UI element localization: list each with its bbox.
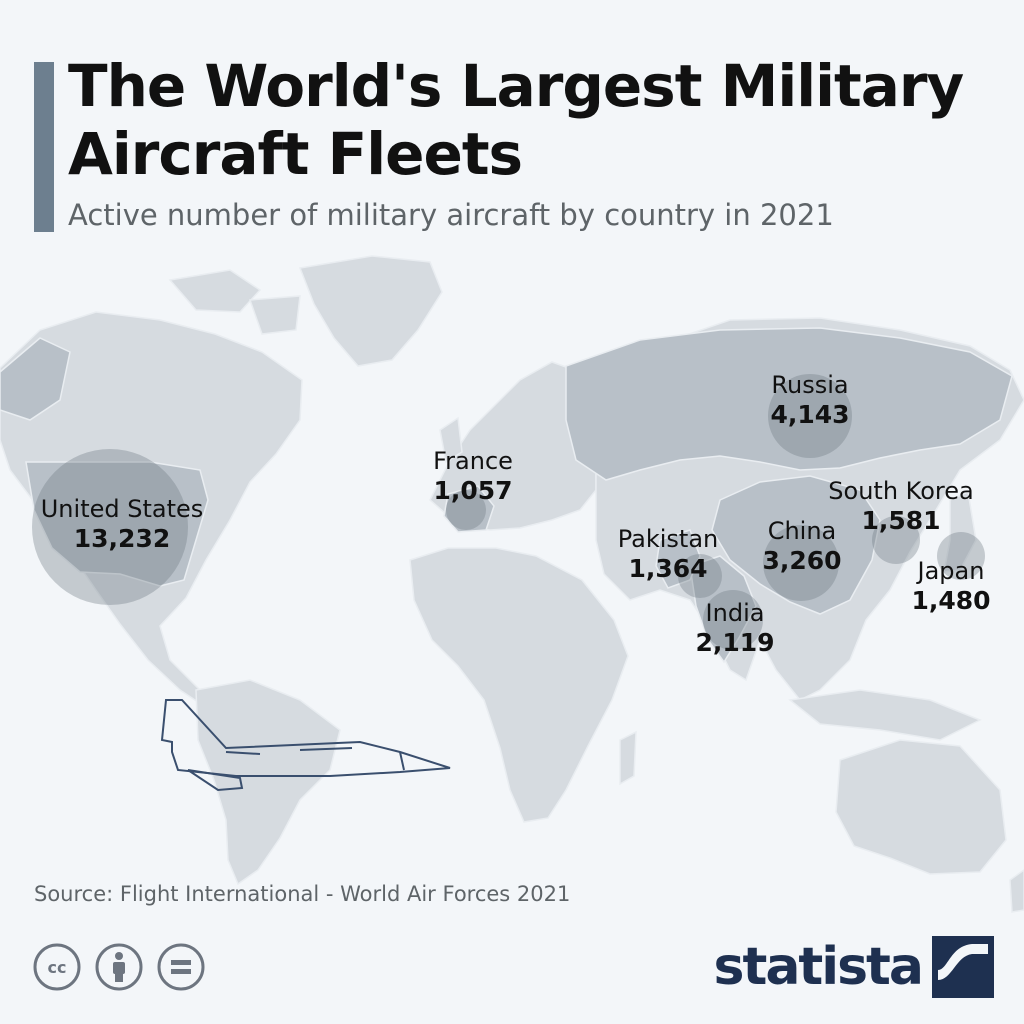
attribution-icon[interactable] bbox=[94, 942, 144, 992]
bubble-united-states bbox=[32, 449, 188, 605]
brand-name: statista bbox=[713, 937, 924, 997]
statista-brand[interactable]: statista bbox=[714, 936, 994, 998]
no-derivatives-icon[interactable] bbox=[156, 942, 206, 992]
label-united-states: United States 13,232 bbox=[40, 495, 204, 553]
bubble-japan bbox=[937, 532, 985, 580]
label-france: France 1,057 bbox=[433, 447, 513, 505]
alaska-shape bbox=[0, 337, 71, 421]
usa-shape bbox=[25, 461, 209, 587]
fighter-jet-icon bbox=[160, 699, 451, 792]
bubble-india bbox=[703, 590, 763, 650]
china-shape bbox=[711, 475, 881, 615]
license-icons: cc bbox=[32, 942, 206, 992]
india-shape bbox=[689, 555, 757, 664]
greenland bbox=[298, 255, 443, 367]
title-accent-bar bbox=[34, 62, 54, 232]
label-india: India 2,119 bbox=[695, 599, 775, 657]
cc-icon[interactable]: cc bbox=[32, 942, 82, 992]
label-south-korea: South Korea 1,581 bbox=[828, 477, 974, 535]
page-title: The World's Largest Military Aircraft Fl… bbox=[68, 52, 964, 188]
bubble-china bbox=[763, 525, 839, 601]
africa bbox=[409, 547, 629, 823]
page-subtitle: Active number of military aircraft by co… bbox=[68, 198, 834, 232]
bubble-france bbox=[446, 490, 486, 530]
bubble-pakistan bbox=[678, 554, 722, 598]
statista-logo-icon bbox=[932, 936, 994, 998]
label-russia: Russia 4,143 bbox=[770, 371, 850, 429]
south-america bbox=[195, 679, 341, 886]
bubble-south-korea bbox=[872, 516, 920, 564]
svg-text:cc: cc bbox=[48, 958, 67, 977]
label-pakistan: Pakistan 1,364 bbox=[617, 525, 719, 583]
source-note: Source: Flight International - World Air… bbox=[34, 882, 571, 906]
russia-shape bbox=[565, 327, 1013, 481]
australia bbox=[835, 739, 1007, 875]
pakistan-shape bbox=[655, 529, 701, 589]
bubble-russia bbox=[768, 374, 852, 458]
label-china: China 3,260 bbox=[762, 517, 842, 575]
france-shape bbox=[443, 485, 495, 533]
label-japan: Japan 1,480 bbox=[911, 557, 991, 615]
